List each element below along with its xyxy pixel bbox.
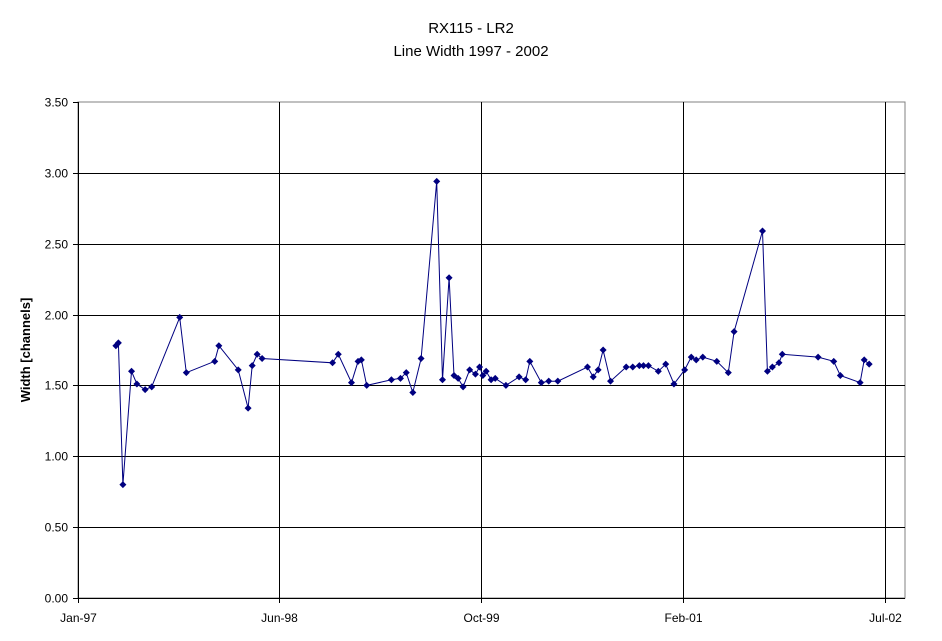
chart-title: RX115 - LR2 bbox=[428, 20, 514, 37]
data-point bbox=[334, 350, 342, 358]
data-point bbox=[768, 363, 776, 371]
data-point bbox=[363, 381, 371, 389]
data-point bbox=[466, 366, 474, 374]
y-tick-label: 2.00 bbox=[45, 309, 69, 323]
data-point bbox=[758, 227, 766, 235]
data-point bbox=[148, 383, 156, 391]
data-point bbox=[594, 366, 602, 374]
data-point bbox=[471, 370, 479, 378]
data-point bbox=[141, 386, 149, 394]
data-point bbox=[724, 369, 732, 377]
data-point bbox=[662, 360, 670, 368]
data-point bbox=[182, 369, 190, 377]
y-tick-label: 1.50 bbox=[45, 379, 69, 393]
y-tick-label: 3.00 bbox=[45, 167, 69, 181]
x-tick-label: Jan-97 bbox=[60, 611, 97, 625]
data-point bbox=[545, 377, 553, 385]
data-point bbox=[258, 355, 266, 363]
chart-subtitle: Line Width 1997 - 2002 bbox=[393, 43, 549, 60]
x-tick-label: Jul-02 bbox=[869, 611, 902, 625]
data-point bbox=[234, 366, 242, 374]
data-point bbox=[639, 362, 647, 370]
data-point bbox=[133, 380, 141, 388]
data-point bbox=[215, 342, 223, 350]
data-point bbox=[644, 362, 652, 370]
data-point bbox=[522, 376, 530, 384]
data-point bbox=[211, 357, 219, 365]
data-point bbox=[347, 379, 355, 387]
data-point bbox=[248, 362, 256, 370]
data-point bbox=[476, 363, 484, 371]
data-point bbox=[860, 356, 868, 364]
data-point bbox=[629, 363, 637, 371]
data-point bbox=[445, 274, 453, 282]
data-point bbox=[730, 328, 738, 336]
data-point bbox=[670, 380, 678, 388]
data-point bbox=[537, 379, 545, 387]
data-point bbox=[699, 353, 707, 361]
x-tick-label: Jun-98 bbox=[261, 611, 298, 625]
data-point bbox=[692, 356, 700, 364]
data-point bbox=[244, 404, 252, 412]
data-point bbox=[526, 357, 534, 365]
data-point bbox=[454, 374, 462, 382]
data-point bbox=[176, 313, 184, 321]
data-point bbox=[482, 367, 490, 375]
data-point bbox=[635, 362, 643, 370]
data-point bbox=[681, 366, 689, 374]
y-tick-label: 1.00 bbox=[45, 450, 69, 464]
data-point bbox=[491, 374, 499, 382]
data-point bbox=[713, 357, 721, 365]
data-point bbox=[329, 359, 337, 367]
plot-area bbox=[77, 101, 906, 599]
x-tick-label: Feb-01 bbox=[664, 611, 702, 625]
data-point bbox=[583, 363, 591, 371]
data-point bbox=[836, 372, 844, 380]
data-point bbox=[387, 376, 395, 384]
data-point bbox=[396, 374, 404, 382]
data-point bbox=[865, 360, 873, 368]
data-point bbox=[502, 381, 510, 389]
data-point bbox=[479, 372, 487, 380]
data-point bbox=[357, 356, 365, 364]
data-point bbox=[459, 383, 467, 391]
data-point bbox=[417, 355, 425, 363]
data-point bbox=[622, 363, 630, 371]
data-point bbox=[589, 373, 597, 381]
data-point bbox=[856, 379, 864, 387]
y-axis-title: Width [channels] bbox=[18, 298, 33, 403]
data-point bbox=[654, 367, 662, 375]
data-point bbox=[775, 359, 783, 367]
data-point bbox=[830, 357, 838, 365]
data-point bbox=[763, 367, 771, 375]
y-tick-label: 0.50 bbox=[45, 521, 69, 535]
data-point bbox=[687, 353, 695, 361]
data-point bbox=[114, 339, 122, 347]
y-tick-label: 2.50 bbox=[45, 238, 69, 252]
data-point bbox=[554, 377, 562, 385]
data-point bbox=[402, 369, 410, 377]
data-point bbox=[253, 350, 261, 358]
data-point bbox=[128, 367, 136, 375]
x-tick-label: Oct-99 bbox=[463, 611, 499, 625]
data-point bbox=[814, 353, 822, 361]
data-point bbox=[438, 376, 446, 384]
data-point bbox=[119, 481, 127, 489]
data-point bbox=[778, 350, 786, 358]
data-point bbox=[433, 177, 441, 185]
data-point bbox=[599, 346, 607, 354]
y-tick-label: 0.00 bbox=[45, 592, 69, 606]
data-point bbox=[607, 377, 615, 385]
y-tick-label: 3.50 bbox=[45, 96, 69, 110]
data-point bbox=[515, 373, 523, 381]
data-point bbox=[409, 389, 417, 397]
